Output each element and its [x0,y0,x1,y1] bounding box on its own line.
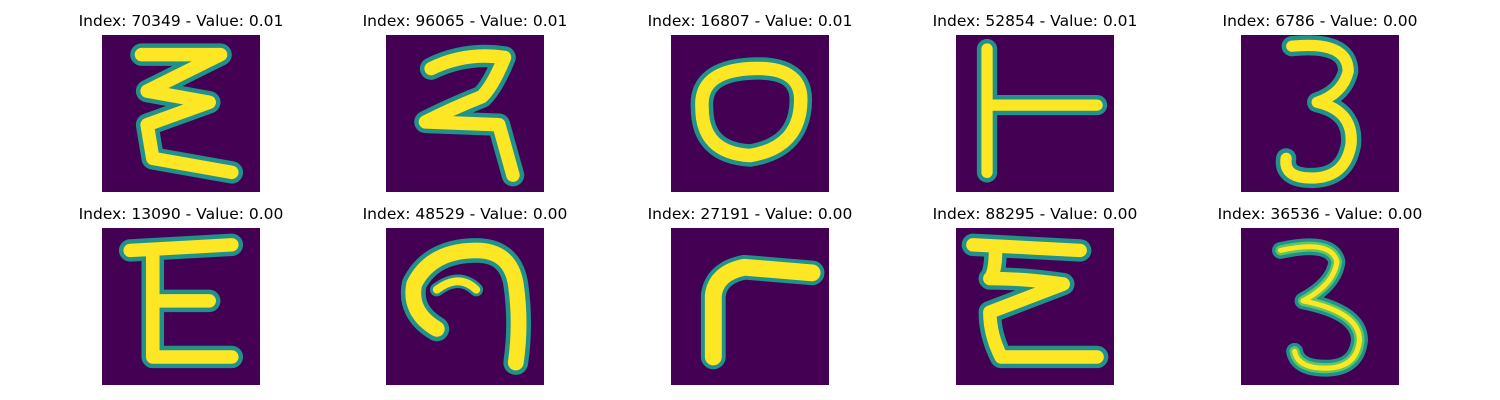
panel-4: Index: 52854 - Value: 0.01 [915,9,1155,199]
glyph-image [671,228,829,385]
panel-title: Index: 52854 - Value: 0.01 [932,12,1138,30]
panel-title: Index: 13090 - Value: 0.00 [78,205,284,223]
panel-2: Index: 96065 - Value: 0.01 [345,9,585,199]
glyph-image [956,35,1114,192]
panel-10: Index: 36536 - Value: 0.00 [1200,202,1440,392]
glyph-image [671,35,829,192]
glyph-image [102,228,260,385]
panel-title: Index: 6786 - Value: 0.00 [1222,12,1418,30]
glyph-image [1241,228,1399,385]
panel-title: Index: 36536 - Value: 0.00 [1217,205,1423,223]
panel-3: Index: 16807 - Value: 0.01 [630,9,870,199]
glyph-image [386,35,544,192]
panel-8: Index: 27191 - Value: 0.00 [630,202,870,392]
panel-title: Index: 16807 - Value: 0.01 [647,12,853,30]
glyph-image [956,228,1114,385]
panel-title: Index: 96065 - Value: 0.01 [362,12,568,30]
panel-title: Index: 27191 - Value: 0.00 [647,205,853,223]
panel-title: Index: 48529 - Value: 0.00 [362,205,568,223]
panel-9: Index: 88295 - Value: 0.00 [915,202,1155,392]
glyph-image [102,35,260,192]
panel-6: Index: 13090 - Value: 0.00 [61,202,301,392]
panel-5: Index: 6786 - Value: 0.00 [1200,9,1440,199]
glyph-image [1241,35,1399,192]
panel-title: Index: 70349 - Value: 0.01 [78,12,284,30]
panel-7: Index: 48529 - Value: 0.00 [345,202,585,392]
panel-1: Index: 70349 - Value: 0.01 [61,9,301,199]
panel-title: Index: 88295 - Value: 0.00 [932,205,1138,223]
glyph-image [386,228,544,385]
